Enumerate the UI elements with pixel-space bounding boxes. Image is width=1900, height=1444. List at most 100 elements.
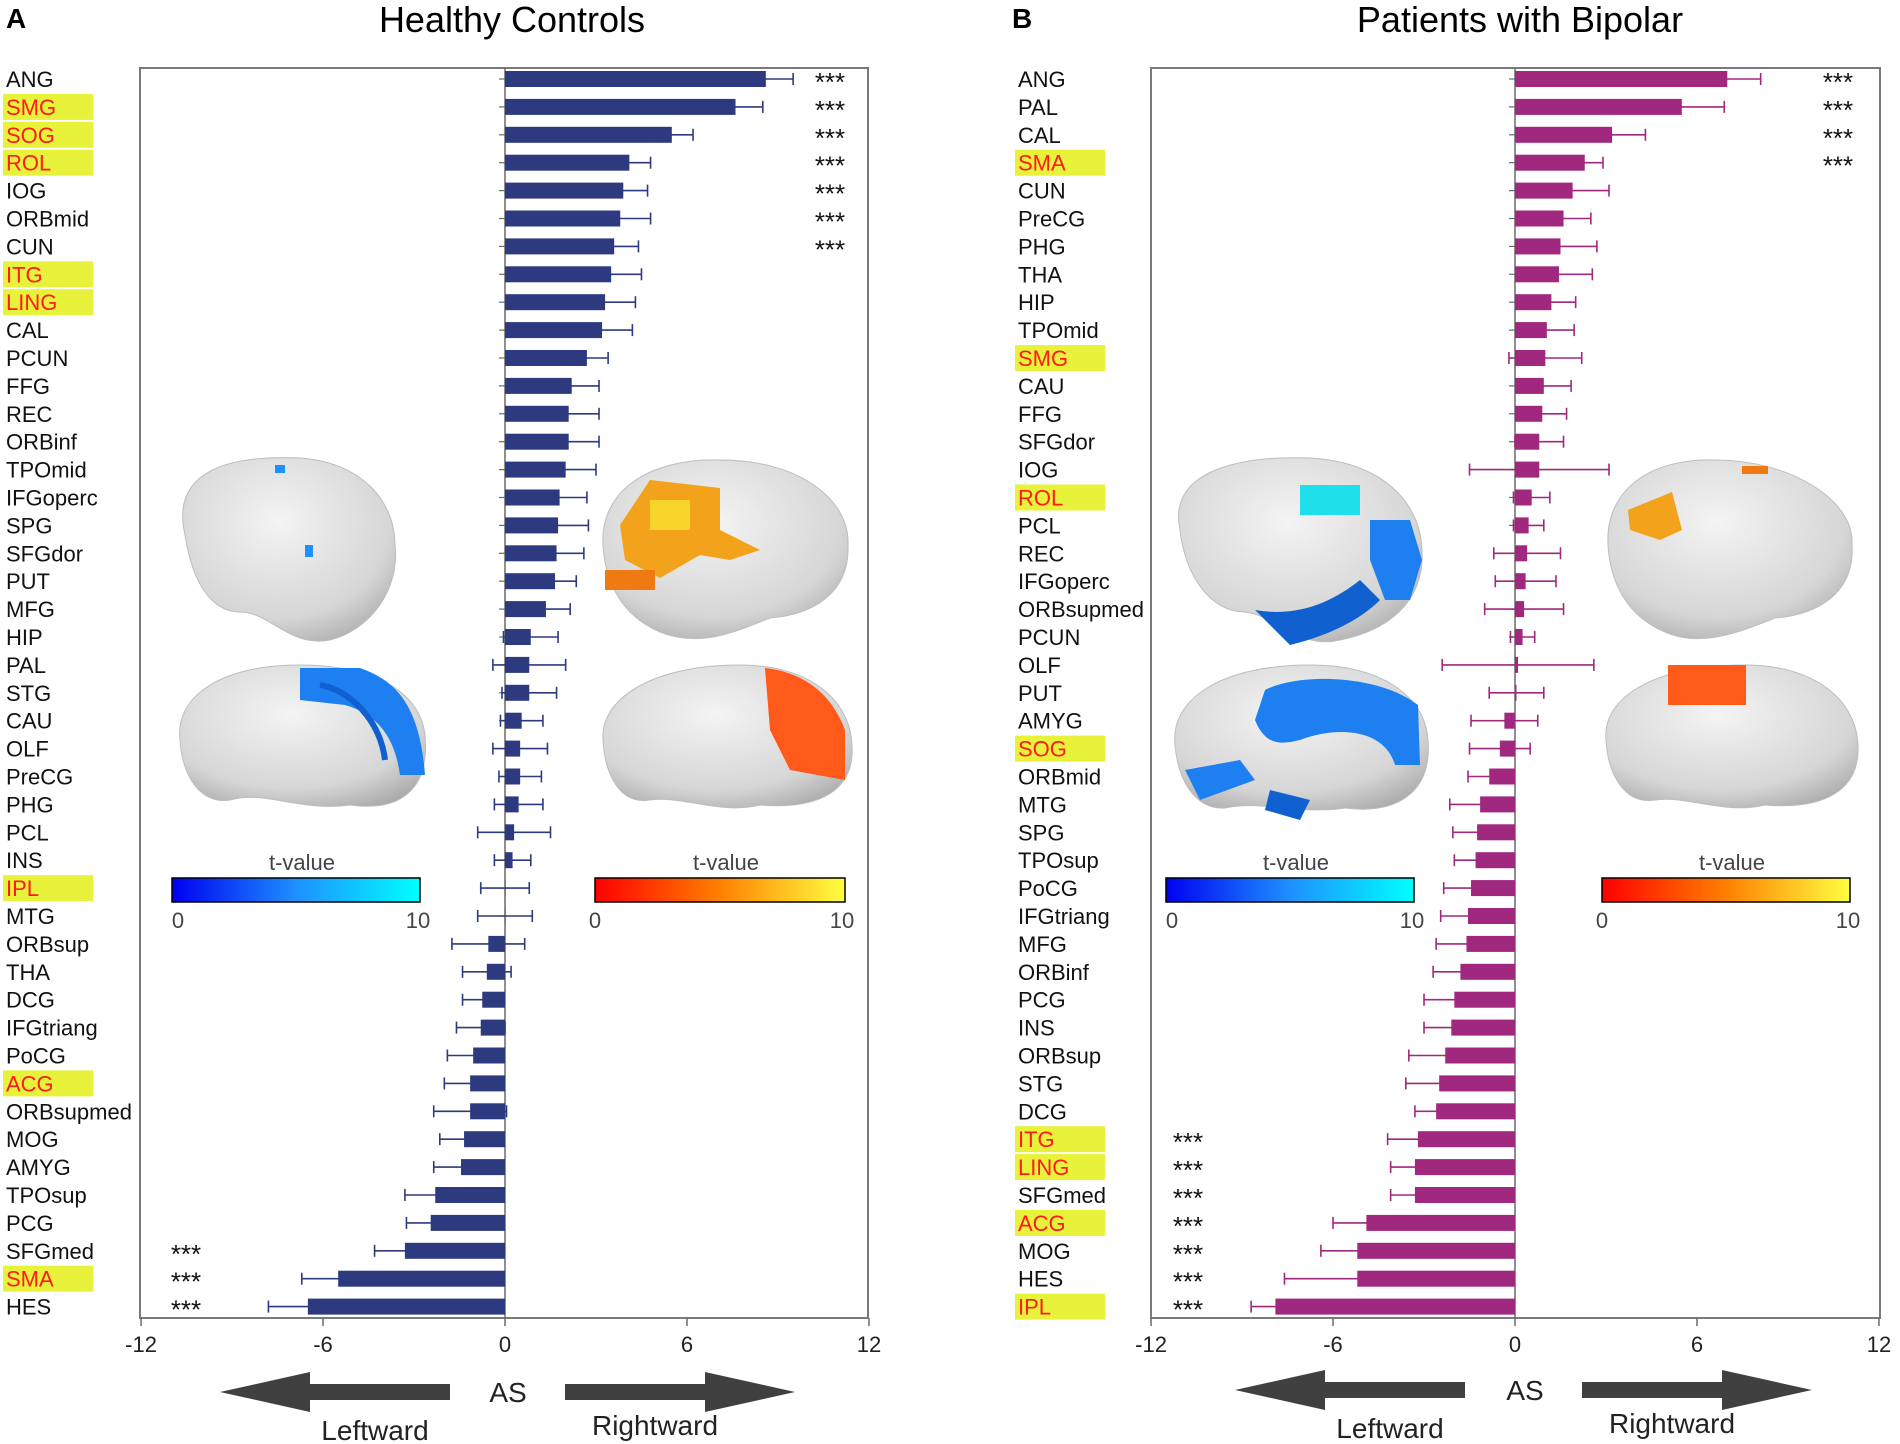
region-label: SOG [6, 123, 55, 148]
bar [430, 1214, 505, 1231]
region-label: DCG [6, 988, 55, 1013]
bar [505, 182, 624, 199]
colorbar-min: 0 [172, 908, 184, 933]
panel-bipolar-patients: B Patients with Bipolar t-value 0 [1012, 0, 1891, 1444]
significance-marker: *** [815, 67, 845, 97]
chart-title: Patients with Bipolar [1357, 0, 1683, 40]
region-label: PoCG [6, 1044, 66, 1069]
leftward-label: Leftward [321, 1415, 428, 1444]
label-highlight [3, 261, 93, 288]
bar [505, 573, 556, 590]
x-tick-label: -12 [125, 1332, 157, 1357]
region-label: FFG [6, 374, 50, 399]
significance-marker: *** [815, 123, 845, 153]
region-label: LING [1018, 1155, 1069, 1180]
region-label: PUT [6, 569, 50, 594]
region-label: PCUN [6, 346, 68, 371]
region-label: PHG [1018, 234, 1066, 259]
bar [505, 266, 612, 283]
bar [1451, 1019, 1515, 1036]
region-label: INS [1018, 1016, 1055, 1041]
region-label: TPOsup [1018, 848, 1099, 873]
label-highlight [3, 121, 93, 148]
bar [505, 98, 736, 115]
significance-marker: *** [1173, 1267, 1203, 1297]
significance-marker: *** [1823, 123, 1853, 153]
bar [505, 154, 630, 171]
bar [505, 322, 603, 339]
panel-healthy-controls: A Healthy Controls t-value 0 [3, 0, 881, 1444]
region-label: MFG [6, 597, 55, 622]
region-label: SMG [1018, 346, 1068, 371]
region-label: SPG [1018, 820, 1064, 845]
bar [505, 377, 572, 394]
bar [1515, 126, 1613, 143]
brain-lateral-left-render [1178, 457, 1423, 645]
region-label: ORBinf [1018, 960, 1090, 985]
bar [307, 1298, 505, 1315]
bar [505, 294, 606, 311]
plot-frame [139, 67, 869, 1319]
region-label: IOG [1018, 458, 1058, 483]
bar [1515, 71, 1728, 87]
region-label: SFGmed [1018, 1183, 1106, 1208]
label-highlight [1015, 1126, 1105, 1153]
region-label: PreCG [6, 765, 73, 790]
region-label: ITG [6, 262, 43, 287]
region-label: TPOmid [6, 458, 87, 483]
region-label: IPL [1018, 1295, 1051, 1320]
colorbar-min: 0 [1596, 908, 1608, 933]
direction-indicator: AS Leftward Rightward [1235, 1370, 1812, 1444]
label-highlight [3, 1265, 93, 1292]
significance-marker: *** [1173, 1295, 1203, 1325]
region-label: SMA [6, 1267, 54, 1292]
panel-letter: B [1012, 3, 1032, 34]
region-label: SOG [1018, 737, 1067, 762]
region-label: PoCG [1018, 876, 1078, 901]
region-label: IPL [6, 876, 39, 901]
rightward-arrow [565, 1372, 795, 1412]
colorbar-max: 10 [1836, 908, 1860, 933]
colorbar-blue: t-value 0 10 [171, 850, 430, 933]
significance-marker: *** [815, 179, 845, 209]
bar [404, 1242, 505, 1259]
bar [338, 1270, 505, 1287]
region-label: FFG [1018, 402, 1062, 427]
axis-label: AS [1506, 1375, 1543, 1406]
region-label: AMYG [1018, 709, 1083, 734]
bar [1439, 1075, 1515, 1092]
region-label: ORBmid [6, 207, 89, 232]
x-tick-label: -6 [313, 1332, 333, 1357]
region-label: ORBsupmed [1018, 597, 1144, 622]
region-label: ITG [1018, 1127, 1055, 1152]
bar [505, 238, 615, 255]
x-tick-label: 12 [1867, 1332, 1891, 1357]
brain-medial-right-render [602, 664, 853, 809]
bars-layer: -12 -6 0 6 12 ANG *** SMG *** SOG *** ROL *** IOG *** O… [3, 67, 881, 1357]
region-label: ORBinf [6, 430, 78, 455]
x-tick-label: 12 [857, 1332, 881, 1357]
region-label: PCL [6, 820, 49, 845]
significance-marker: *** [815, 234, 845, 264]
rightward-arrow [1582, 1370, 1812, 1410]
colorbar-min: 0 [589, 908, 601, 933]
region-label: PreCG [1018, 207, 1085, 232]
significance-marker: *** [1173, 1183, 1203, 1213]
region-label: SPG [6, 513, 52, 538]
region-label: THA [6, 960, 50, 985]
region-label: REC [6, 402, 53, 427]
bar [1275, 1298, 1515, 1315]
region-label: STG [6, 681, 51, 706]
colorbar-blue: t-value 0 10 [1165, 850, 1424, 933]
region-label: ANG [6, 67, 54, 92]
x-tick-label: 6 [1691, 1332, 1703, 1357]
colorbar-label: t-value [693, 850, 759, 875]
leftward-label: Leftward [1336, 1413, 1443, 1444]
region-label: PCG [1018, 988, 1066, 1013]
colorbar-max: 10 [830, 908, 854, 933]
region-label: MTG [1018, 792, 1067, 817]
region-label: CAL [1018, 123, 1061, 148]
colorbar-label: t-value [1699, 850, 1765, 875]
region-label: MFG [1018, 932, 1067, 957]
region-label: STG [1018, 1071, 1063, 1096]
